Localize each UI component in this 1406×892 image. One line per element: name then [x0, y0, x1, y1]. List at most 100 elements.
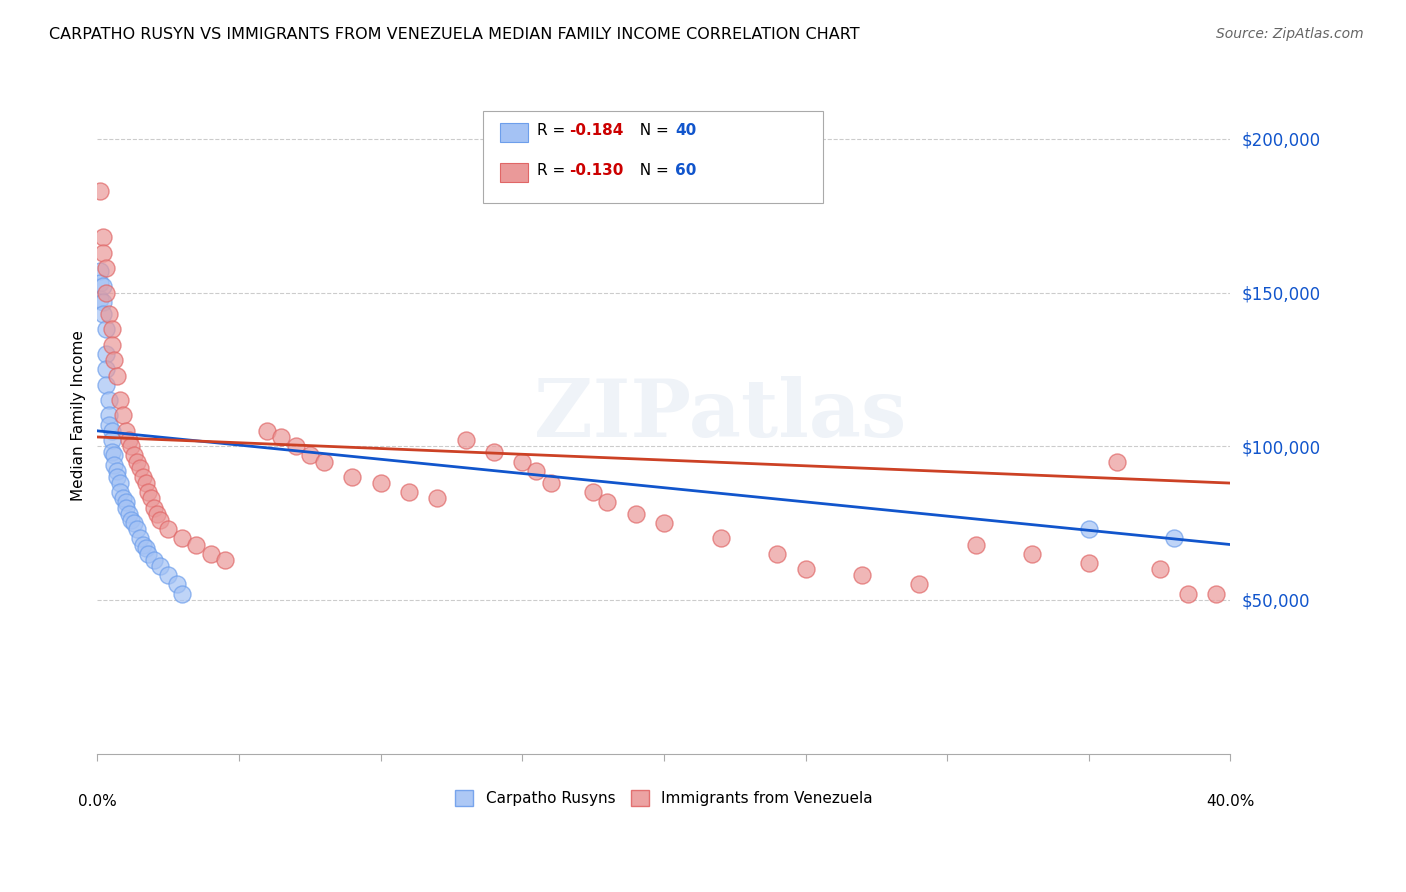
Point [114, 494, 136, 508]
Point [94, 260, 117, 275]
Point [146, 507, 169, 521]
Point [270, 430, 292, 444]
Point [298, 449, 321, 463]
Point [1107, 454, 1129, 468]
Point [1205, 587, 1227, 601]
Point [143, 553, 166, 567]
Point [114, 424, 136, 438]
Point [1077, 522, 1099, 536]
Point [200, 547, 222, 561]
Point [89, 264, 111, 278]
Text: CARPATHO RUSYN VS IMMIGRANTS FROM VENEZUELA MEDIAN FAMILY INCOME CORRELATION CHA: CARPATHO RUSYN VS IMMIGRANTS FROM VENEZU… [49, 27, 860, 42]
Point [100, 445, 122, 459]
Point [141, 491, 163, 506]
Point [94, 285, 117, 300]
Point [111, 491, 134, 506]
Point [1149, 562, 1171, 576]
Point [97, 393, 120, 408]
Point [122, 449, 145, 463]
Point [596, 494, 619, 508]
Text: N =: N = [630, 163, 673, 178]
Point [125, 522, 148, 536]
Point [172, 532, 194, 546]
Point [624, 507, 647, 521]
Point [89, 277, 111, 291]
Point [100, 338, 122, 352]
Point [526, 464, 548, 478]
Point [97, 417, 120, 432]
Text: 40: 40 [675, 123, 696, 137]
Point [908, 577, 931, 591]
Point [143, 500, 166, 515]
Point [103, 449, 125, 463]
Point [157, 522, 180, 536]
Point [117, 507, 139, 521]
Point [166, 577, 188, 591]
Point [540, 476, 562, 491]
Point [138, 547, 160, 561]
Point [91, 245, 114, 260]
FancyBboxPatch shape [499, 163, 527, 182]
Point [1177, 587, 1199, 601]
Point [91, 307, 114, 321]
Point [851, 568, 873, 582]
Text: -0.184: -0.184 [568, 123, 623, 137]
FancyBboxPatch shape [482, 112, 823, 202]
Point [134, 476, 156, 491]
Point [284, 439, 307, 453]
Point [131, 537, 153, 551]
Point [103, 353, 125, 368]
Point [89, 292, 111, 306]
Point [138, 485, 160, 500]
Text: R =: R = [537, 163, 569, 178]
Point [108, 476, 131, 491]
Point [482, 445, 505, 459]
Point [97, 307, 120, 321]
Point [128, 460, 150, 475]
Point [157, 568, 180, 582]
Point [94, 377, 117, 392]
Point [454, 433, 477, 447]
Point [91, 279, 114, 293]
Point [1077, 556, 1099, 570]
Point [94, 362, 117, 376]
Text: N =: N = [630, 123, 673, 137]
Point [97, 409, 120, 423]
Point [131, 470, 153, 484]
Point [149, 559, 172, 574]
Point [89, 184, 111, 198]
Point [91, 294, 114, 309]
Point [100, 424, 122, 438]
Point [114, 500, 136, 515]
Text: 60: 60 [675, 163, 696, 178]
Text: R =: R = [537, 123, 569, 137]
Point [117, 433, 139, 447]
Point [312, 454, 335, 468]
Point [398, 485, 420, 500]
Point [510, 454, 533, 468]
Point [256, 424, 278, 438]
Point [214, 553, 236, 567]
Point [120, 513, 142, 527]
Point [105, 368, 128, 383]
Point [128, 532, 150, 546]
Point [186, 537, 208, 551]
Text: ZIPatlas: ZIPatlas [534, 376, 907, 455]
Point [103, 458, 125, 472]
Y-axis label: Median Family Income: Median Family Income [72, 330, 86, 501]
Point [426, 491, 449, 506]
FancyBboxPatch shape [499, 123, 527, 142]
Point [105, 464, 128, 478]
Point [125, 454, 148, 468]
Point [1021, 547, 1043, 561]
Point [172, 587, 194, 601]
Point [100, 433, 122, 447]
Point [134, 541, 156, 555]
Point [582, 485, 605, 500]
Point [105, 470, 128, 484]
Text: Source: ZipAtlas.com: Source: ZipAtlas.com [1216, 27, 1364, 41]
Point [652, 516, 675, 530]
Point [111, 409, 134, 423]
Point [108, 393, 131, 408]
Legend: Carpatho Rusyns, Immigrants from Venezuela: Carpatho Rusyns, Immigrants from Venezue… [447, 782, 880, 814]
